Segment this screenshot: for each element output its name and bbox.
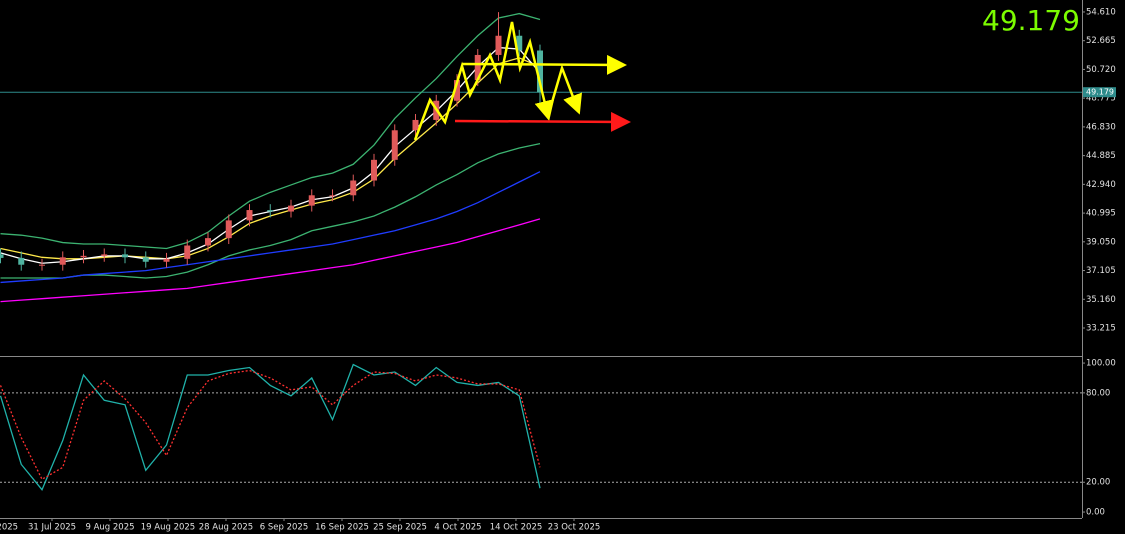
candle-body <box>80 255 87 258</box>
y-tick-label: 40.995 <box>1086 209 1116 219</box>
zigzag-arrow <box>413 21 555 141</box>
annotations <box>413 21 631 141</box>
y-tick-label: 46.830 <box>1086 122 1116 132</box>
candle-body <box>59 257 66 265</box>
x-tick-label: 23 Oct 2025 <box>548 523 601 533</box>
y-tick-label: 52.665 <box>1086 36 1116 46</box>
candle-body <box>39 264 45 266</box>
candle-body <box>516 35 523 51</box>
candle-body <box>537 50 543 93</box>
neckline-arrow <box>461 54 627 75</box>
y-tick-label: 50.720 <box>1086 65 1116 75</box>
x-tick-label: 16 Sep 2025 <box>315 523 369 533</box>
candle-body <box>184 245 191 259</box>
y-tick-label: 33.215 <box>1086 324 1116 334</box>
x-tick-label: 6 Sep 2025 <box>260 523 308 533</box>
y-tick-label: 42.940 <box>1086 180 1116 190</box>
current-price: 49.179 <box>982 4 1080 37</box>
y-tick-label: 80.00 <box>1086 388 1110 398</box>
x-tick-label: 22 Jul 2025 <box>0 523 18 533</box>
y-tick-label: 35.160 <box>1086 295 1116 305</box>
x-tick-label: 9 Aug 2025 <box>85 523 134 533</box>
candle-body <box>474 54 481 81</box>
candle-body <box>371 159 377 181</box>
candle-body <box>454 80 460 101</box>
candle-body <box>267 210 274 212</box>
y-tick-label: 37.105 <box>1086 266 1116 276</box>
candle-body <box>142 257 149 262</box>
candle-body <box>288 205 294 212</box>
y-tick-label: 44.885 <box>1086 151 1116 161</box>
candle-body <box>391 130 398 160</box>
candle-body <box>308 195 315 206</box>
y-tick-label: 48.775 <box>1086 94 1116 104</box>
price-tag-label: 49.179 <box>1086 88 1114 97</box>
x-tick-label: 4 Oct 2025 <box>434 523 481 533</box>
candle-body <box>329 195 336 197</box>
target-arrow <box>454 111 631 132</box>
y-tick-label: 39.050 <box>1086 237 1116 247</box>
candle-body <box>0 254 4 258</box>
candle-body <box>246 210 253 221</box>
y-tick-label: 54.610 <box>1086 7 1116 17</box>
indicator-line <box>0 369 541 481</box>
x-tick-label: 25 Sep 2025 <box>373 523 427 533</box>
candle-body <box>495 35 502 55</box>
candle-body <box>350 180 357 196</box>
candle-body <box>101 254 108 256</box>
y-tick-label: 100.00 <box>1086 359 1116 369</box>
candle-body <box>122 254 128 258</box>
candle-body <box>412 119 419 131</box>
indicator-line <box>0 218 541 303</box>
projection-arrow <box>546 64 583 117</box>
x-tick-label: 19 Aug 2025 <box>141 523 195 533</box>
y-tick-label: 20.00 <box>1086 478 1110 488</box>
candle-body <box>225 220 232 239</box>
indicator-line <box>0 171 541 284</box>
candle-body <box>205 238 211 246</box>
price-tag <box>1083 87 1116 98</box>
y-tick-label: 0.00 <box>1086 508 1105 518</box>
x-tick-label: 31 Jul 2025 <box>28 523 76 533</box>
candle-body <box>18 257 25 265</box>
indicator-line <box>0 12 541 250</box>
candle-body <box>163 258 170 262</box>
x-tick-label: 14 Oct 2025 <box>490 523 543 533</box>
indicator-line <box>0 363 541 491</box>
x-tick-label: 28 Aug 2025 <box>199 523 253 533</box>
